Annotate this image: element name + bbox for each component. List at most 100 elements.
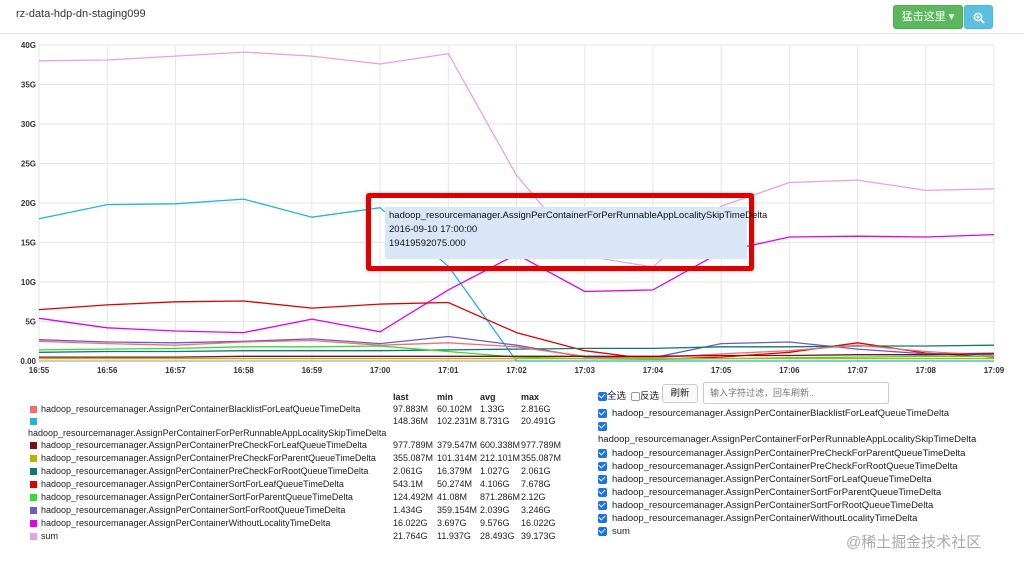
y-tick-label: 15G <box>21 239 36 248</box>
stat-max: 355.087M <box>521 453 562 463</box>
legend-label: sum <box>41 531 59 541</box>
series-line-assign-per-container-pre-check-for-leaf-queue-time-delta <box>39 353 995 358</box>
checklist-checkbox[interactable] <box>598 474 607 484</box>
legend-row[interactable]: hadoop_resourcemanager.AssignPerContaine… <box>30 492 353 505</box>
legend-label: hadoop_resourcemanager.AssignPerContaine… <box>41 440 367 450</box>
stat-avg: 1.027G <box>480 466 510 476</box>
series-line-assign-per-container-for-per-runnable-app-locality-skip-time-delta <box>38 198 994 362</box>
tooltip-series-name: hadoop_resourcemanager.AssignPerContaine… <box>389 210 768 221</box>
stat-min: 359.154M <box>437 505 478 515</box>
checklist-checkbox[interactable] <box>598 513 607 523</box>
legend-swatch <box>30 406 37 414</box>
checklist-label: hadoop_resourcemanager.AssignPerContaine… <box>612 500 934 511</box>
x-tick-label: 17:08 <box>916 366 937 375</box>
select-all-control[interactable]: 全选 <box>598 388 626 402</box>
invert-control[interactable]: 反选 <box>631 388 659 402</box>
stat-last: 97.883M <box>393 404 429 414</box>
legend-row[interactable]: hadoop_resourcemanager.AssignPerContaine… <box>30 518 330 531</box>
stat-avg: 28.493G <box>480 531 515 541</box>
stat-last: 355.087M <box>393 453 434 463</box>
checklist-item[interactable]: hadoop_resourcemanager.AssignPerContaine… <box>598 513 917 524</box>
chart-tooltip: hadoop_resourcemanager.AssignPerContaine… <box>385 207 768 259</box>
checklist-checkbox[interactable] <box>598 408 607 418</box>
checklist-label: hadoop_resourcemanager.AssignPerContaine… <box>612 513 918 524</box>
legend-row[interactable]: hadoop_resourcemanager.AssignPerContaine… <box>30 440 367 453</box>
checklist-label: sum <box>612 526 630 537</box>
legend-row[interactable]: hadoop_resourcemanager.AssignPerContaine… <box>30 404 360 417</box>
legend-row[interactable]: hadoop_resourcemanager.AssignPerContaine… <box>30 453 376 466</box>
invert-label: 反选 <box>640 391 660 402</box>
legend-row[interactable]: hadoop_resourcemanager.AssignPerContaine… <box>30 505 345 518</box>
x-tick-label: 16:59 <box>302 366 323 375</box>
stat-last: 977.789M <box>393 440 434 450</box>
refresh-button[interactable]: 刷新 <box>662 384 698 403</box>
checklist-item[interactable]: sum <box>598 526 630 537</box>
series-line-assign-per-container-blacklist-for-leaf-queue-time-delta <box>38 339 995 359</box>
legend-label: hadoop_resourcemanager.AssignPerContaine… <box>41 505 346 515</box>
checklist-label: hadoop_resourcemanager.AssignPerContaine… <box>612 461 958 472</box>
legend-label: hadoop_resourcemanager.AssignPerContaine… <box>41 466 369 476</box>
legend-swatch <box>30 442 37 450</box>
stat-max: 2.816G <box>521 404 551 414</box>
checklist-item[interactable]: hadoop_resourcemanager.AssignPerContaine… <box>598 474 932 485</box>
legend-swatch <box>30 507 37 515</box>
stat-max: 16.022G <box>521 518 556 528</box>
x-tick-label: 17:01 <box>438 366 459 375</box>
stat-avg: 8.731G <box>480 416 510 426</box>
select-all-checkbox[interactable] <box>598 391 607 401</box>
filter-input[interactable] <box>703 382 889 404</box>
y-tick-label: 0.00 <box>20 357 36 366</box>
y-tick-label: 35G <box>21 81 36 90</box>
stat-avg: 2.039G <box>480 505 510 515</box>
stat-last: 124.492M <box>393 492 434 502</box>
checklist-item[interactable]: hadoop_resourcemanager.AssignPerContaine… <box>598 448 965 459</box>
series-line-assign-per-container-sort-for-parent-queue-time-delta <box>38 345 994 361</box>
checklist-item[interactable] <box>598 421 612 432</box>
series-line-sum <box>38 51 995 268</box>
checklist-item[interactable]: hadoop_resourcemanager.AssignPerContaine… <box>598 500 933 511</box>
action-dropdown-button[interactable]: 猛击这里 ▾ <box>893 5 963 29</box>
stat-avg: 871.286M <box>480 492 521 502</box>
legend-row[interactable]: hadoop_resourcemanager.AssignPerContaine… <box>28 428 386 441</box>
legend-swatch <box>30 418 37 426</box>
series-line-assign-per-container-pre-check-for-root-queue-time-delta <box>38 344 995 353</box>
watermark: @稀土掘金技术社区 <box>846 534 982 551</box>
stat-min: 102.231M <box>437 416 478 426</box>
stats-header-min: min <box>437 392 454 402</box>
legend-label: hadoop_resourcemanager.AssignPerContaine… <box>41 518 331 528</box>
x-tick-label: 17:06 <box>779 366 800 375</box>
checklist-checkbox[interactable] <box>598 421 607 431</box>
stat-last: 16.022G <box>393 518 428 528</box>
y-tick-label: 30G <box>21 120 36 129</box>
checklist-label: hadoop_resourcemanager.AssignPerContaine… <box>612 408 950 419</box>
stat-max: 20.491G <box>521 416 556 426</box>
stat-last: 1.434G <box>393 505 423 515</box>
checklist-label: hadoop_resourcemanager.AssignPerContaine… <box>612 474 932 485</box>
stat-min: 50.274M <box>437 479 473 489</box>
x-tick-label: 16:56 <box>97 366 118 375</box>
checklist-item-wrapped-label[interactable]: hadoop_resourcemanager.AssignPerContaine… <box>598 434 976 445</box>
legend-row[interactable]: hadoop_resourcemanager.AssignPerContaine… <box>30 466 368 479</box>
search-plus-icon <box>973 12 985 24</box>
checklist-checkbox[interactable] <box>598 448 607 458</box>
checklist-checkbox[interactable] <box>598 461 607 471</box>
zoom-button[interactable] <box>964 5 993 29</box>
checklist-item[interactable]: hadoop_resourcemanager.AssignPerContaine… <box>598 461 958 472</box>
checklist-checkbox[interactable] <box>598 526 607 536</box>
checklist-checkbox[interactable] <box>598 487 607 497</box>
checklist-item[interactable]: hadoop_resourcemanager.AssignPerContaine… <box>598 408 949 419</box>
stat-avg: 9.576G <box>480 518 510 528</box>
legend-swatch <box>30 533 37 541</box>
stat-min: 379.547M <box>437 440 478 450</box>
checklist-checkbox[interactable] <box>598 500 607 510</box>
legend-row[interactable]: sum <box>30 531 58 544</box>
legend-row[interactable]: hadoop_resourcemanager.AssignPerContaine… <box>30 479 344 492</box>
stat-max: 7.678G <box>521 479 551 489</box>
x-tick-label: 17:02 <box>506 366 527 375</box>
checklist-item[interactable]: hadoop_resourcemanager.AssignPerContaine… <box>598 487 941 498</box>
y-tick-label: 25G <box>21 160 36 169</box>
stat-max: 3.246G <box>521 505 551 515</box>
stat-min: 3.697G <box>437 518 467 528</box>
x-tick-label: 17:03 <box>574 366 595 375</box>
invert-checkbox[interactable] <box>631 391 640 401</box>
